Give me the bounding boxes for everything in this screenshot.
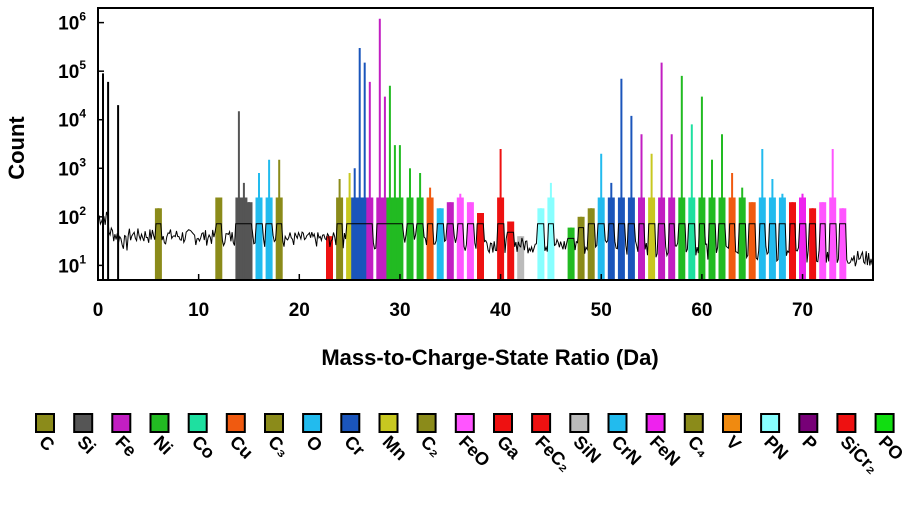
legend-swatch-10 [416,413,437,433]
y-axis-ticks: 101 102 103 104 105 106 [58,10,104,277]
y-tick-label-4: 105 [58,58,86,83]
legend-swatch-6 [264,413,284,433]
legend-swatch-13 [531,413,552,433]
y-tick-label-0: 101 [58,252,86,277]
legend-label-7: O [302,432,326,456]
y-axis-title: Count [4,116,29,180]
x-tick-label-2: 20 [289,300,310,321]
legend-swatch-16 [645,413,666,433]
y-tick-label-3: 104 [58,107,86,132]
legend-label-10: C₂ [417,432,446,461]
legend-swatch-22 [874,413,895,433]
x-tick-label-0: 0 [93,300,104,321]
legend-label-15: CrN [608,432,645,469]
legend-swatch-11 [454,413,475,433]
background-spectrum [97,211,873,267]
legend-swatch-3 [149,413,170,433]
legend-swatch-2 [111,413,132,433]
legend-label-11: FeO [455,432,494,471]
legend-label-17: C₄ [684,432,713,461]
legend-label-14: SiN [569,432,604,467]
legend-label-18: V [722,432,745,455]
legend-swatch-7 [302,413,323,433]
legend-swatch-5 [225,413,246,433]
legend-swatch-17 [683,413,704,433]
legend-swatch-8 [340,413,361,433]
legend-label-19: PN [760,432,792,464]
legend-label-9: Mn [379,432,412,465]
legend-swatch-1 [73,413,94,433]
legend-label-20: P [798,432,821,455]
y-tick-label-1: 102 [58,204,86,229]
legend-label-3: Ni [150,432,177,459]
plot-frame [97,7,874,281]
y-tick-label-5: 106 [58,10,86,35]
legend-swatch-4 [187,413,208,433]
x-tick-label-1: 10 [188,300,209,321]
legend-swatch-19 [760,413,781,433]
legend-swatch-0 [35,413,55,433]
x-tick-label-6: 60 [691,300,712,321]
legend-label-4: Co [188,432,219,463]
x-axis-title: Mass-to-Charge-State Ratio (Da) [321,345,658,370]
peak-bars [102,18,847,280]
legend-label-2: Fe [111,432,140,461]
legend-swatch-15 [607,413,628,433]
y-tick-label-2: 103 [58,155,86,180]
background-trace [97,211,873,267]
x-tick-label-5: 50 [591,300,612,321]
legend-swatch-18 [722,413,742,433]
legend-swatch-21 [836,413,857,433]
legend-label-21: SiCr₂ [837,432,883,478]
legend-label-12: Ga [493,432,525,464]
legend-swatch-14 [569,413,590,433]
legend-label-8: Cr [340,432,368,460]
legend-label-5: Cu [226,432,257,463]
legend-swatch-20 [798,413,819,433]
legend-label-6: C₃ [264,432,293,461]
legend-swatch-12 [493,413,513,433]
x-axis-ticks: 0 10 20 30 40 50 60 70 [93,274,813,321]
legend-swatch-9 [378,413,399,433]
legend-label-0: C [35,432,58,455]
x-tick-label-4: 40 [490,300,511,321]
x-tick-label-3: 30 [389,300,410,321]
legend-label-13: FeC₂ [531,432,575,476]
legend-label-1: Si [73,432,99,458]
x-tick-label-7: 70 [792,300,813,321]
legend-label-16: FeN [646,432,684,470]
